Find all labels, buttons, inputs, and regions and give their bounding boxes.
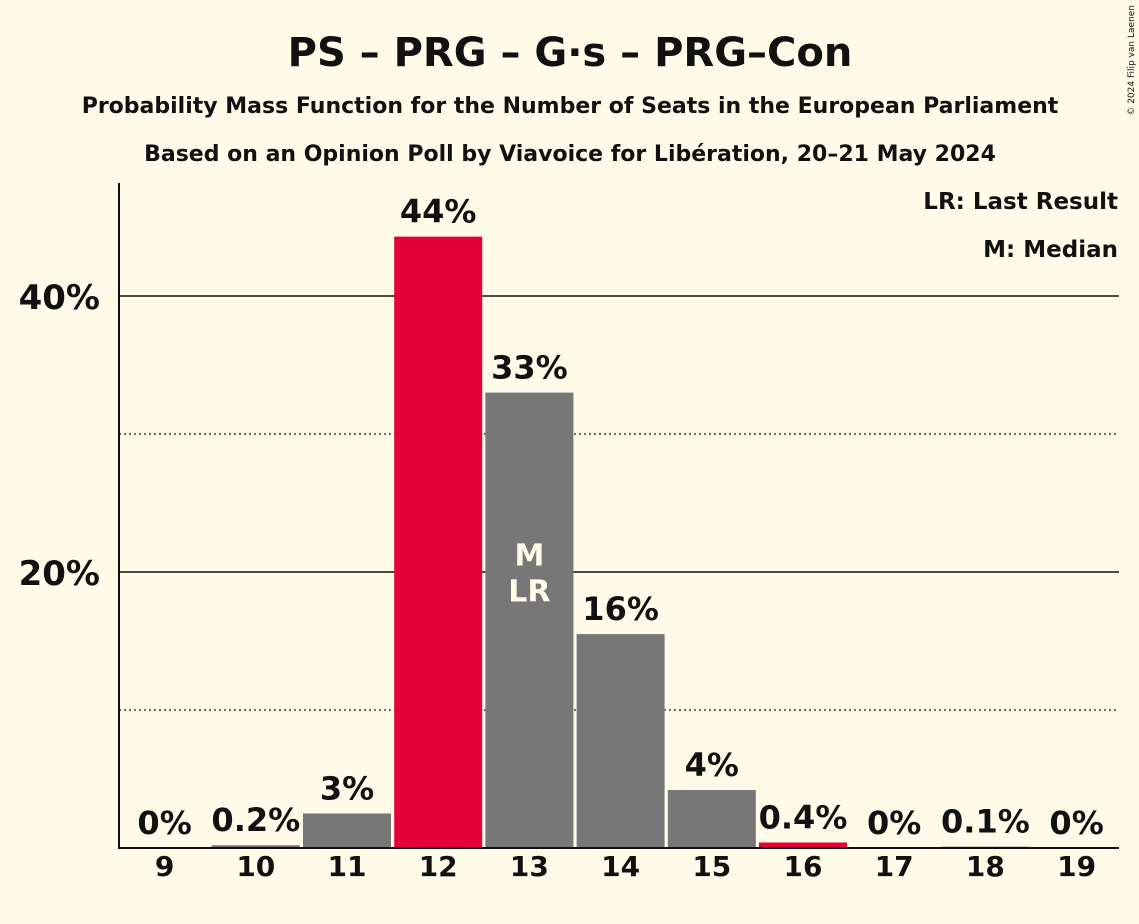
copyright-note: © 2024 Filip van Laenen: [1127, 5, 1137, 116]
value-label-bg: [760, 796, 846, 837]
legend-last-result: LR: Last Result: [923, 189, 1118, 215]
value-label-15: 4%: [685, 746, 739, 784]
x-tick-label-19: 19: [1057, 850, 1096, 883]
value-label-bg: [1052, 802, 1101, 842]
value-label-bg: [942, 800, 1029, 841]
legend-median: M: Median: [983, 237, 1118, 263]
value-label-bg: [212, 799, 299, 840]
x-tick-label-18: 18: [966, 850, 1005, 883]
value-label-bg: [404, 190, 472, 231]
x-tick-labels: 9 10 11 12 13 14 15 16 17 18 19: [155, 850, 1096, 883]
bar-13: [485, 392, 574, 848]
value-label-11: 3%: [320, 770, 374, 808]
bar-16: [759, 842, 847, 848]
chart-source: Based on an Opinion Poll by Viavoice for…: [144, 142, 996, 167]
chart-subtitle: Probability Mass Function for the Number…: [82, 94, 1059, 119]
value-labels: 0% 0.2% 3% 44% 33% MLR 16% 4% 0.4% 0% 0.1% 0%: [137, 190, 1104, 842]
y-tick-label: 20%: [19, 554, 100, 594]
bar-12: [394, 236, 483, 848]
value-label-9: 0%: [137, 804, 191, 842]
value-label-bg: [587, 588, 655, 629]
value-label-bg: [687, 744, 736, 785]
bar-15: [667, 790, 756, 848]
x-tick-label-10: 10: [236, 850, 275, 883]
value-label-13: 33%: [491, 349, 568, 387]
x-tick-label-16: 16: [784, 850, 823, 883]
value-label-bg: [323, 767, 371, 808]
chart-title: PS – PRG – G·s – PRG–Con: [288, 30, 853, 76]
bar-11: [303, 813, 391, 848]
value-label-17: 0%: [867, 804, 921, 842]
y-tick-label: 40%: [19, 278, 100, 318]
x-tick-label-12: 12: [419, 850, 458, 883]
y-tick-labels: 20% 40%: [19, 278, 100, 594]
x-tick-label-14: 14: [601, 850, 640, 883]
bar-10: [211, 845, 300, 848]
value-label-bg: [140, 802, 189, 842]
value-label-18: 0.1%: [941, 803, 1030, 841]
x-tick-label-17: 17: [875, 850, 914, 883]
value-label-12: 44%: [400, 193, 477, 231]
x-tick-label-9: 9: [155, 850, 174, 883]
bar-14: [576, 634, 665, 848]
value-label-bg: [495, 346, 563, 387]
x-tick-label-13: 13: [510, 850, 549, 883]
value-label-14: 16%: [582, 590, 659, 628]
bars: [211, 236, 1030, 849]
last-result-marker: LR: [508, 575, 550, 610]
value-label-16: 0.4%: [759, 798, 848, 836]
x-tick-label-15: 15: [692, 850, 731, 883]
median-marker: M: [514, 539, 544, 574]
value-label-bg: [870, 802, 919, 842]
value-label-19: 0%: [1049, 804, 1103, 842]
x-tick-label-11: 11: [328, 850, 367, 883]
value-label-10: 0.2%: [211, 801, 300, 839]
